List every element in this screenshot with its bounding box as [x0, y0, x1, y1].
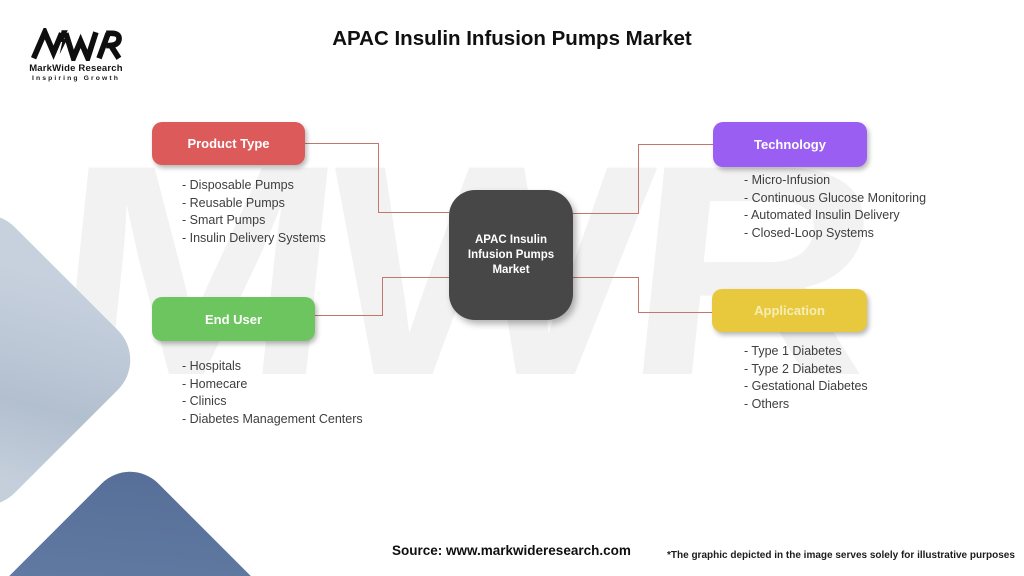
logo-brand-name: MarkWide Research — [29, 63, 123, 74]
center-node: APAC Insulin Infusion Pumps Market — [449, 190, 573, 320]
category-list-end-user: - Hospitals - Homecare - Clinics - Diabe… — [182, 358, 363, 428]
list-item: - Reusable Pumps — [182, 195, 285, 210]
list-item: - Disposable Pumps — [182, 178, 294, 192]
connector-line — [638, 144, 639, 214]
category-list-application: - Type 1 Diabetes - Type 2 Diabetes - Ge… — [744, 343, 868, 413]
category-label: End User — [204, 311, 263, 327]
connector-line — [638, 144, 713, 145]
list-item: - Hospitals — [182, 359, 242, 373]
connector-line — [315, 315, 382, 316]
category-label: Technology — [754, 137, 826, 152]
category-label: Application — [754, 303, 825, 318]
connector-line — [378, 143, 379, 213]
list-item: - Type 1 Diabetes — [744, 344, 842, 358]
connector-line — [638, 277, 639, 313]
disclaimer-text: *The graphic depicted in the image serve… — [667, 550, 1015, 561]
list-item: - Automated Insulin Delivery — [744, 208, 900, 223]
markwide-logo: MarkWide Research Inspiring Growth — [18, 28, 134, 82]
list-item: - Clinics — [182, 394, 227, 409]
category-label: Product Type — [187, 136, 270, 151]
category-box-end-user: End User — [152, 297, 315, 341]
category-box-product-type: Product Type — [152, 122, 305, 165]
category-box-technology: Technology — [713, 122, 867, 167]
list-item: - Diabetes Management Centers — [182, 411, 363, 426]
connector-line — [573, 213, 638, 214]
list-item: - Type 2 Diabetes — [744, 361, 842, 376]
page-title: APAC Insulin Infusion Pumps Market — [332, 27, 692, 50]
connector-line — [638, 312, 712, 313]
connector-line — [378, 212, 449, 213]
list-item: - Closed-Loop Systems — [744, 225, 874, 240]
connector-line — [382, 277, 449, 278]
category-list-technology: - Micro-Infusion - Continuous Glucose Mo… — [744, 172, 926, 242]
logo-tagline: Inspiring Growth — [32, 75, 120, 82]
connector-line — [382, 277, 383, 316]
mwr-logo-icon — [30, 28, 122, 61]
list-item: - Continuous Glucose Monitoring — [744, 190, 927, 205]
connector-line — [305, 143, 378, 144]
source-text: Source: www.markwideresearch.com — [392, 543, 631, 558]
category-box-application: Application — [712, 289, 867, 332]
list-item: - Others — [744, 396, 790, 411]
list-item: - Gestational Diabetes — [744, 379, 868, 394]
list-item: - Micro-Infusion — [744, 173, 831, 187]
list-item: - Insulin Delivery Systems — [182, 230, 326, 245]
background-diamond-dark — [0, 455, 307, 576]
list-item: - Smart Pumps — [182, 213, 266, 228]
connector-line — [573, 277, 638, 278]
list-item: - Homecare — [182, 376, 248, 391]
category-list-product-type: - Disposable Pumps - Reusable Pumps - Sm… — [182, 177, 326, 247]
